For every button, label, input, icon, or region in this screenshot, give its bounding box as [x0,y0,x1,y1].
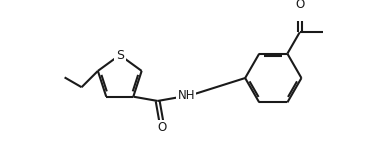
Text: O: O [157,121,166,134]
Text: O: O [295,0,304,12]
Text: NH: NH [177,89,195,102]
Text: S: S [116,49,124,61]
